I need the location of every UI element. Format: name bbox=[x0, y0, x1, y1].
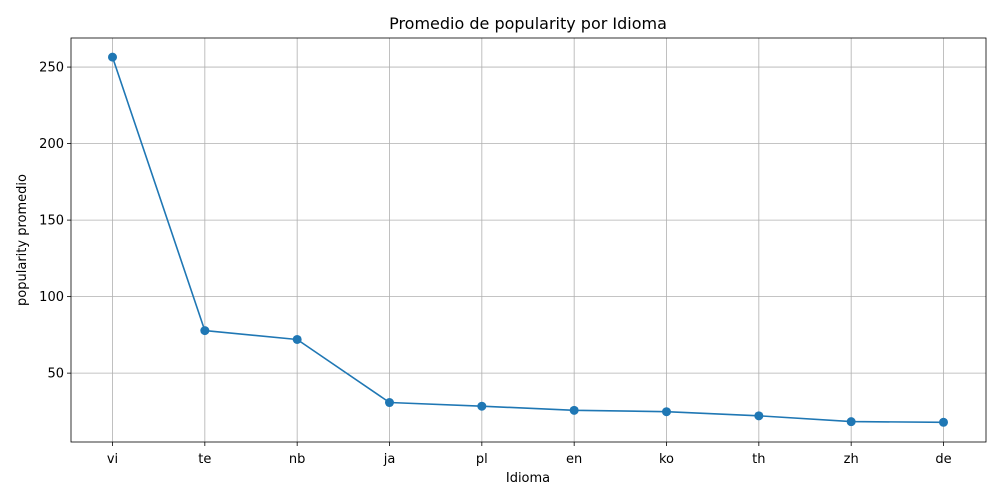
x-tick-label-ja: ja bbox=[383, 452, 396, 467]
data-point-te bbox=[200, 326, 210, 336]
y-tick-label: 100 bbox=[39, 290, 64, 305]
y-tick-label: 50 bbox=[47, 367, 64, 382]
data-point-nb bbox=[292, 334, 302, 344]
grid-lines bbox=[71, 38, 986, 442]
data-point-vi bbox=[108, 52, 117, 62]
x-axis-ticks: vi te nb ja pl en ko th zh de bbox=[107, 442, 952, 467]
chart-title: Promedio de popularity por Idioma bbox=[389, 14, 667, 33]
y-tick-label: 200 bbox=[39, 137, 64, 152]
y-axis-label: popularity promedio bbox=[15, 174, 30, 306]
x-tick-label-nb: nb bbox=[289, 452, 306, 467]
data-point-pl bbox=[477, 401, 487, 411]
x-axis-label: Idioma bbox=[506, 471, 550, 486]
x-tick-label-zh: zh bbox=[844, 452, 859, 467]
x-tick-label-ko: ko bbox=[659, 452, 674, 467]
series-line bbox=[111, 56, 944, 424]
x-tick-label-de: de bbox=[935, 452, 951, 467]
x-tick-label-pl: pl bbox=[476, 452, 488, 467]
y-tick-label: 250 bbox=[39, 61, 64, 76]
y-axis-ticks: 50 100 150 200 250 bbox=[39, 61, 71, 382]
x-tick-label-vi: vi bbox=[107, 452, 118, 467]
data-point-de bbox=[939, 417, 948, 427]
data-point-ko bbox=[662, 407, 671, 417]
y-tick-label: 150 bbox=[39, 214, 64, 229]
x-tick-label-th: th bbox=[752, 452, 765, 467]
data-series bbox=[108, 52, 948, 427]
data-point-ja bbox=[385, 398, 394, 408]
data-point-en bbox=[569, 405, 579, 415]
x-tick-label-en: en bbox=[566, 452, 582, 467]
x-tick-label-te: te bbox=[198, 452, 211, 467]
plot-area-frame bbox=[70, 37, 987, 443]
data-point-th bbox=[754, 411, 764, 421]
data-point-zh bbox=[846, 417, 856, 427]
